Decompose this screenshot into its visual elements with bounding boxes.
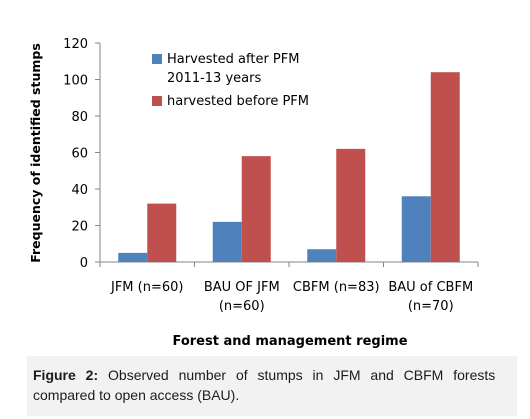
x-category-label: (n=60) bbox=[219, 299, 265, 314]
y-axis-title: Frequency of identified stumps bbox=[28, 43, 43, 263]
y-tick-label: 100 bbox=[63, 74, 88, 89]
x-axis-title: Forest and management regime bbox=[172, 334, 407, 349]
x-category-label: JFM (n=60) bbox=[110, 280, 183, 295]
bar-after-pfm bbox=[118, 252, 148, 262]
legend-label: Harvested after PFM bbox=[167, 52, 299, 67]
bar-before-pfm bbox=[430, 72, 460, 262]
figure-caption: Figure 2: Observed number of stumps in J… bbox=[27, 356, 517, 416]
caption-label: Figure 2: bbox=[33, 367, 99, 383]
legend-label: 2011-13 years bbox=[167, 71, 261, 86]
y-tick-label: 120 bbox=[63, 37, 88, 52]
y-tick-label: 60 bbox=[71, 147, 88, 162]
caption-line-1: Observed number of stumps in JFM and CBF… bbox=[108, 367, 496, 383]
x-category-label: (n=70) bbox=[408, 299, 454, 314]
legend-swatch bbox=[152, 96, 162, 106]
bar-before-pfm bbox=[147, 203, 177, 262]
bar-before-pfm bbox=[336, 148, 366, 262]
y-tick-label: 80 bbox=[71, 110, 88, 125]
y-tick-label: 40 bbox=[71, 183, 88, 198]
bar-chart: 0 20 40 60 80 100 120 JFM (n=60) BAU OF JFM (n=6… bbox=[28, 37, 479, 349]
x-category-label: CBFM (n=83) bbox=[293, 280, 380, 295]
bar-after-pfm bbox=[401, 196, 431, 262]
x-category-label: BAU OF JFM bbox=[204, 280, 280, 295]
caption-line-2: compared to open access (BAU). bbox=[33, 387, 240, 403]
legend-label: harvested before PFM bbox=[167, 94, 309, 109]
legend-swatch bbox=[152, 54, 162, 64]
bar-before-pfm bbox=[241, 156, 271, 262]
bar-after-pfm bbox=[307, 249, 337, 262]
bar-after-pfm bbox=[212, 221, 242, 262]
y-tick-label: 20 bbox=[71, 220, 88, 235]
x-category-label: BAU of CBFM bbox=[388, 280, 473, 295]
y-tick-label: 0 bbox=[80, 256, 88, 271]
